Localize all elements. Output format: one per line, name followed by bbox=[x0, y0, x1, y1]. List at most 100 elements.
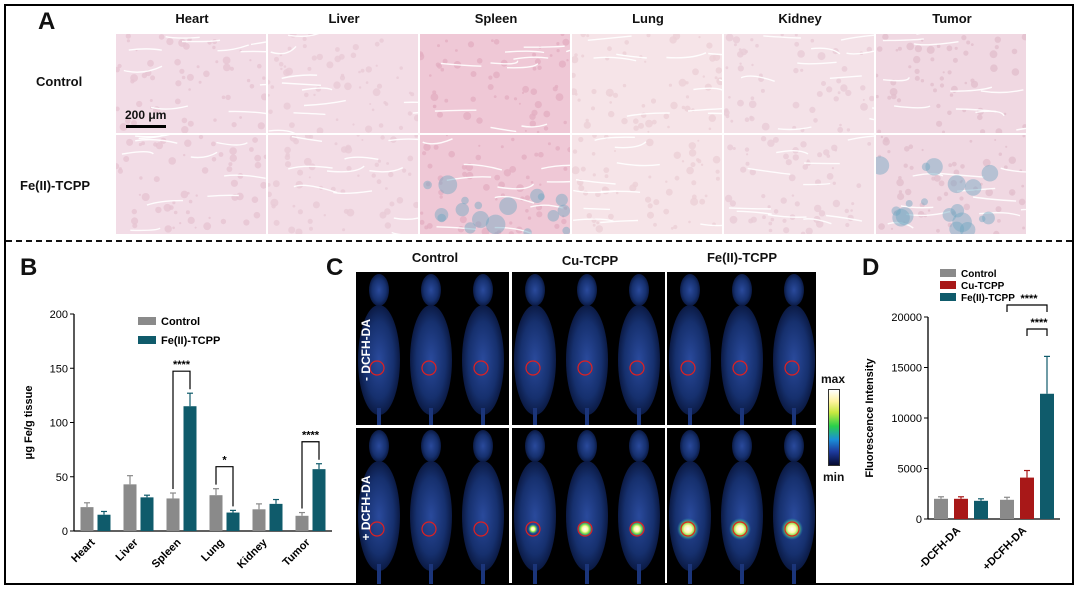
significance-label: * bbox=[222, 455, 227, 467]
x-tick-label-tumor: Tumor bbox=[281, 536, 314, 569]
significance-bracket bbox=[1006, 304, 1048, 312]
y-tick-label: 0 bbox=[62, 526, 68, 538]
figure-border bbox=[4, 4, 1074, 585]
roi-circle bbox=[680, 360, 696, 376]
significance-bracket bbox=[215, 466, 234, 507]
bar-fe-ii-tcpp-tumor bbox=[312, 469, 326, 531]
legend-label-control: Control bbox=[961, 269, 997, 280]
y-tick-label: 150 bbox=[50, 363, 68, 375]
bar-control-kidney bbox=[252, 509, 266, 531]
x-tick-label-spleen: Spleen bbox=[150, 536, 184, 570]
significance-bracket bbox=[1026, 328, 1048, 336]
x-tick-label-kidney: Kidney bbox=[235, 536, 270, 571]
mouse-image-dcfh-da-control bbox=[356, 272, 509, 425]
histology-fe-ii-tcpp-liver bbox=[268, 135, 418, 234]
colorbar-max-label: max bbox=[821, 372, 846, 386]
histology-control-kidney bbox=[724, 34, 874, 133]
legend-label-control: Control bbox=[161, 316, 200, 328]
panel-d-letter: D bbox=[862, 254, 880, 281]
y-tick-label: 20000 bbox=[891, 312, 922, 324]
bar-control-tumor bbox=[295, 515, 309, 531]
y-axis-label: Fluorescence Intensity bbox=[864, 358, 876, 478]
bar-fe-ii-tcpp-liver bbox=[140, 497, 154, 531]
bar-control-dcfh-da bbox=[1000, 499, 1014, 519]
panel-a-letter: A bbox=[38, 8, 56, 35]
chart-d: 0 5000 10000 15000 20000 Fluorescence Intensi… bbox=[864, 269, 1060, 573]
colorbar-min-label: min bbox=[823, 470, 845, 484]
roi-circle bbox=[369, 521, 385, 537]
mouse-image-dcfh-da-fe-ii-tcpp bbox=[667, 428, 816, 584]
colorbar bbox=[828, 389, 840, 466]
roi-circle bbox=[473, 521, 489, 537]
mouse-image-dcfh-da-cu-tcpp bbox=[512, 428, 665, 584]
y-tick-label: 200 bbox=[50, 309, 68, 321]
x-tick-label-lung: Lung bbox=[199, 537, 226, 564]
organ-label-liver: Liver bbox=[328, 11, 360, 26]
legend-label-fe-ii-tcpp: Fe(II)-TCPP bbox=[161, 335, 220, 347]
roi-circle bbox=[784, 521, 800, 537]
bar-control-dcfh-da bbox=[934, 498, 948, 519]
roi-circle bbox=[473, 360, 489, 376]
legend-label-cu-tcpp: Cu-TCPP bbox=[961, 281, 1005, 292]
bar-cu-tcpp-dcfh-da bbox=[1020, 477, 1034, 519]
legend-swatch-fe-ii-tcpp bbox=[940, 293, 956, 301]
roi-circle bbox=[629, 521, 645, 537]
roi-circle bbox=[369, 360, 385, 376]
significance-label: **** bbox=[1030, 317, 1048, 329]
bar-control-liver bbox=[123, 484, 137, 531]
scalebar-label: 200 μm bbox=[125, 108, 167, 122]
roi-circle bbox=[421, 521, 437, 537]
organ-label-lung: Lung bbox=[632, 11, 664, 26]
y-tick-label: 5000 bbox=[898, 464, 922, 476]
section-divider bbox=[6, 240, 1072, 242]
organ-label-tumor: Tumor bbox=[932, 11, 972, 26]
roi-circle bbox=[680, 521, 696, 537]
bar-fe-ii-tcpp-kidney bbox=[269, 503, 283, 531]
row-label-control: Control bbox=[36, 74, 83, 89]
chart-b: 0 50 100 150 200 μg Fe/g tissue Heart Liver Sple… bbox=[23, 309, 332, 571]
bar-fe-ii-tcpp-dcfh-da bbox=[1040, 393, 1054, 519]
bar-control-lung bbox=[209, 495, 223, 531]
row-label-minus-dcfh: - DCFH-DA bbox=[359, 319, 373, 381]
y-tick-label: 0 bbox=[916, 514, 922, 526]
y-tick-label: 15000 bbox=[891, 363, 922, 375]
x-tick-label-dcfh-da: -DCFH-DA bbox=[917, 525, 964, 572]
significance-label: **** bbox=[173, 359, 191, 371]
roi-circle bbox=[732, 521, 748, 537]
panel-b-letter: B bbox=[20, 254, 38, 281]
y-tick-label: 100 bbox=[50, 418, 68, 430]
x-tick-label-liver: Liver bbox=[114, 536, 142, 564]
col-label-cu-tcpp: Cu-TCPP bbox=[561, 253, 619, 268]
scalebar bbox=[126, 125, 166, 128]
significance-bracket bbox=[301, 441, 320, 509]
significance-label: **** bbox=[302, 430, 320, 442]
legend-swatch-control bbox=[138, 317, 156, 325]
bar-fe-ii-tcpp-spleen bbox=[183, 406, 197, 531]
col-label-fe-tcpp: Fe(II)-TCPP bbox=[706, 250, 778, 265]
y-tick-label: 10000 bbox=[891, 413, 922, 425]
organ-label-spleen: Spleen bbox=[474, 11, 518, 26]
roi-circle bbox=[525, 360, 541, 376]
organ-label-heart: Heart bbox=[175, 11, 209, 26]
roi-circle bbox=[525, 521, 541, 537]
histology-fe-ii-tcpp-spleen bbox=[420, 135, 570, 234]
histology-fe-ii-tcpp-kidney bbox=[724, 135, 874, 234]
legend-swatch-fe-ii-tcpp bbox=[138, 336, 156, 344]
histology-fe-ii-tcpp-tumor bbox=[876, 135, 1026, 234]
panel-c-letter: C bbox=[326, 254, 344, 281]
fluorescence-images: - DCFH-DA + DCFH-DA bbox=[356, 272, 816, 584]
y-tick-label: 50 bbox=[56, 472, 68, 484]
y-axis-label: μg Fe/g tissue bbox=[23, 386, 35, 460]
bar-fe-ii-tcpp-dcfh-da bbox=[974, 500, 988, 519]
organ-label-kidney: Kidney bbox=[778, 11, 822, 26]
histology-fe-ii-tcpp-heart bbox=[116, 135, 266, 234]
roi-circle bbox=[577, 521, 593, 537]
histology-control-lung bbox=[572, 34, 722, 133]
histology-control-tumor bbox=[876, 34, 1026, 133]
roi-circle bbox=[577, 360, 593, 376]
bar-control-spleen bbox=[166, 498, 180, 531]
mouse-image-dcfh-da-fe-ii-tcpp bbox=[667, 272, 816, 425]
row-label-plus-dcfh: + DCFH-DA bbox=[359, 475, 373, 540]
histology-control-spleen bbox=[420, 34, 570, 133]
legend-swatch-cu-tcpp bbox=[940, 281, 956, 289]
